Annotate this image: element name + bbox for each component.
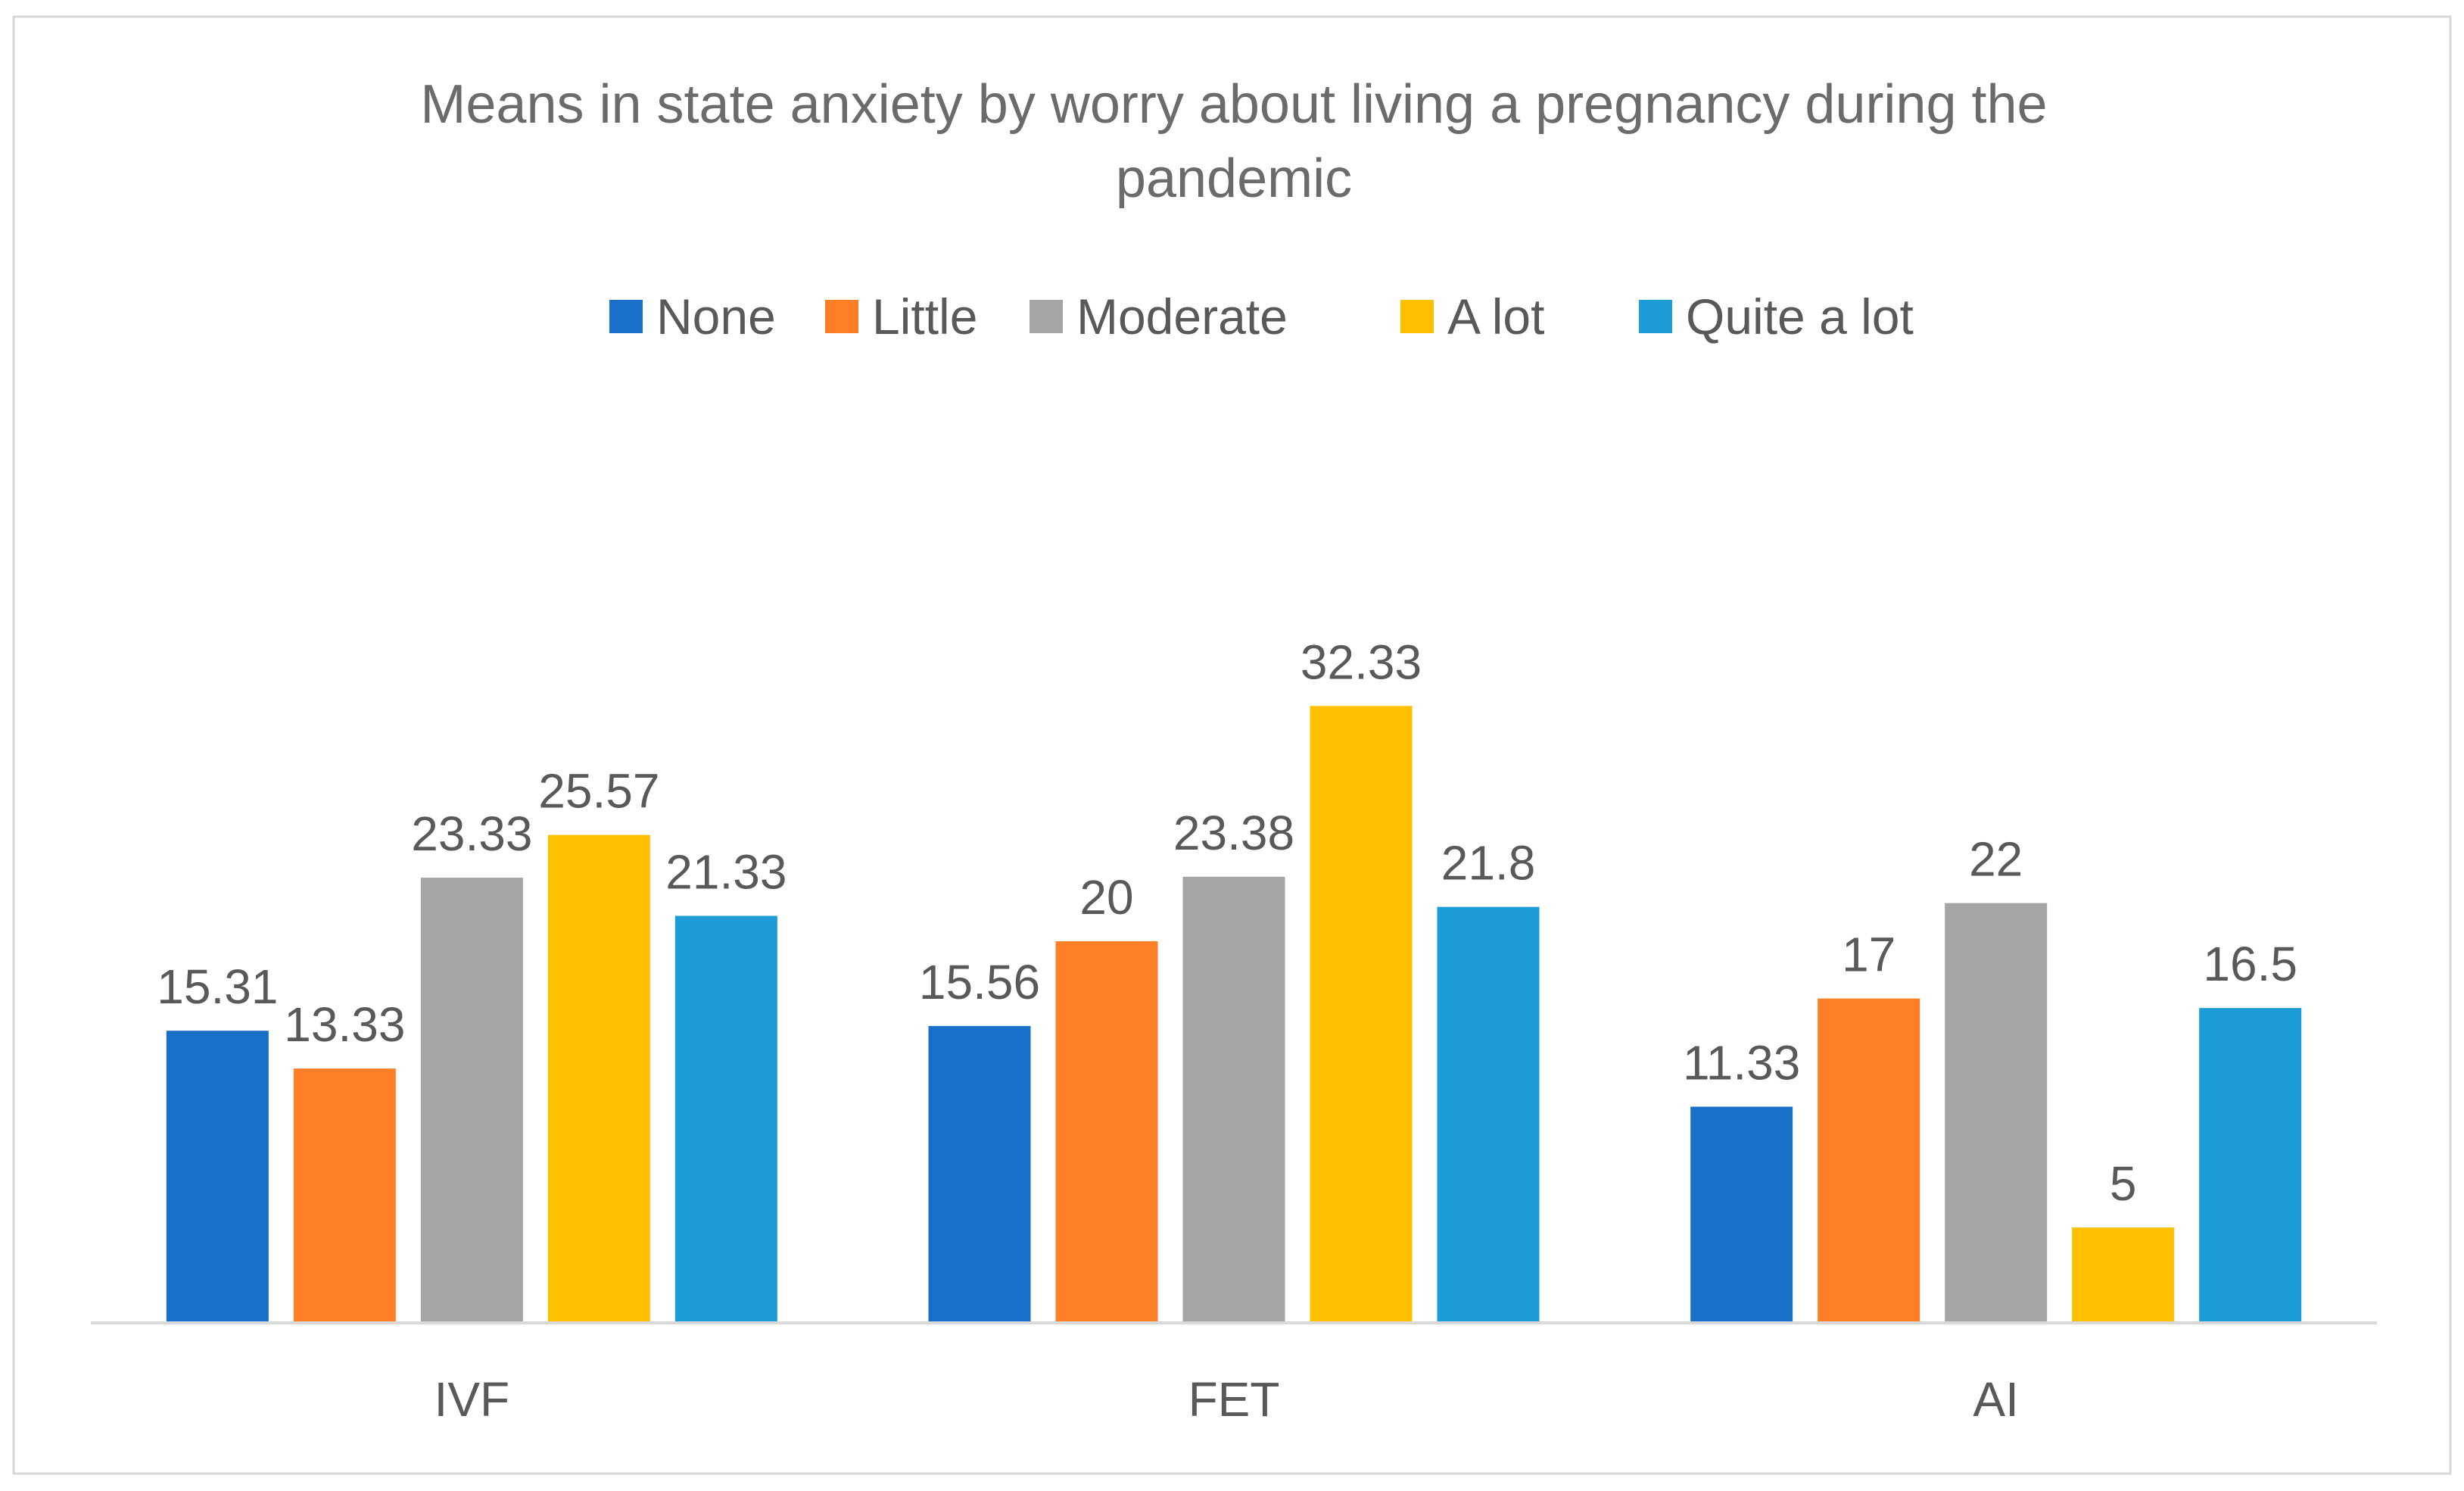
bar-fet-little bbox=[1055, 941, 1158, 1323]
bar-ai-none bbox=[1690, 1106, 1793, 1323]
legend-label-little: Little bbox=[872, 289, 977, 345]
legend-label-a-lot: A lot bbox=[1447, 289, 1544, 345]
legend: None Little Moderate A lot Quite a lot bbox=[609, 289, 1914, 345]
bar-fet-moderate bbox=[1182, 876, 1285, 1323]
legend-swatch-little bbox=[825, 300, 858, 333]
legend-label-quite-a-lot: Quite a lot bbox=[1686, 289, 1914, 345]
bar-ivf-a-lot bbox=[547, 834, 650, 1323]
data-label-fet-quite-a-lot: 21.8 bbox=[1441, 836, 1536, 891]
legend-swatch-a-lot bbox=[1400, 300, 1434, 333]
data-label-ivf-a-lot: 25.57 bbox=[538, 764, 659, 819]
legend-label-none: None bbox=[656, 289, 776, 345]
data-label-ai-a-lot: 5 bbox=[2110, 1156, 2137, 1211]
x-tick-label-fet: FET bbox=[1188, 1372, 1280, 1427]
bar-ivf-none bbox=[166, 1031, 269, 1323]
bar-ai-little bbox=[1818, 998, 1920, 1323]
chart-title-line-2: pandemic bbox=[1116, 148, 1352, 209]
bar-ivf-moderate bbox=[420, 878, 523, 1323]
legend-swatch-moderate bbox=[1030, 300, 1063, 333]
data-label-fet-a-lot: 32.33 bbox=[1301, 635, 1422, 689]
data-label-ivf-none: 15.31 bbox=[157, 959, 278, 1014]
data-label-fet-little: 20 bbox=[1079, 870, 1133, 925]
x-tick-label-ivf: IVF bbox=[435, 1372, 510, 1427]
data-label-ivf-little: 13.33 bbox=[284, 997, 405, 1052]
legend-swatch-quite-a-lot bbox=[1639, 300, 1672, 333]
bar-ivf-quite-a-lot bbox=[674, 915, 777, 1323]
data-label-fet-none: 15.56 bbox=[919, 955, 1040, 1009]
data-label-ai-moderate: 22 bbox=[1969, 832, 2023, 887]
data-label-ivf-moderate: 23.33 bbox=[411, 806, 532, 861]
bar-fet-quite-a-lot bbox=[1437, 906, 1540, 1323]
legend-item-little: Little bbox=[825, 289, 977, 345]
bar-ivf-little bbox=[293, 1068, 396, 1323]
x-tick-labels: IVF FET AI bbox=[435, 1372, 2019, 1427]
chart-title-line-1: Means in state anxiety by worry about li… bbox=[420, 74, 2047, 135]
bars-group bbox=[166, 706, 2302, 1323]
bar-ai-moderate bbox=[1945, 903, 2048, 1323]
data-label-ai-none: 11.33 bbox=[1683, 1035, 1800, 1090]
data-label-ai-little: 17 bbox=[1842, 928, 1896, 982]
data-label-fet-moderate: 23.38 bbox=[1173, 806, 1294, 860]
bar-fet-none bbox=[928, 1025, 1031, 1323]
legend-item-a-lot: A lot bbox=[1400, 289, 1544, 345]
legend-item-none: None bbox=[609, 289, 776, 345]
legend-label-moderate: Moderate bbox=[1076, 289, 1288, 345]
x-tick-label-ai: AI bbox=[1973, 1372, 2018, 1427]
legend-item-moderate: Moderate bbox=[1030, 289, 1288, 345]
data-label-ai-quite-a-lot: 16.5 bbox=[2203, 937, 2297, 991]
legend-item-quite-a-lot: Quite a lot bbox=[1639, 289, 1914, 345]
data-label-ivf-quite-a-lot: 21.33 bbox=[665, 844, 787, 899]
bar-ai-quite-a-lot bbox=[2199, 1008, 2302, 1323]
bar-ai-a-lot bbox=[2072, 1227, 2175, 1323]
legend-swatch-none bbox=[609, 300, 643, 333]
bar-fet-a-lot bbox=[1310, 706, 1413, 1323]
